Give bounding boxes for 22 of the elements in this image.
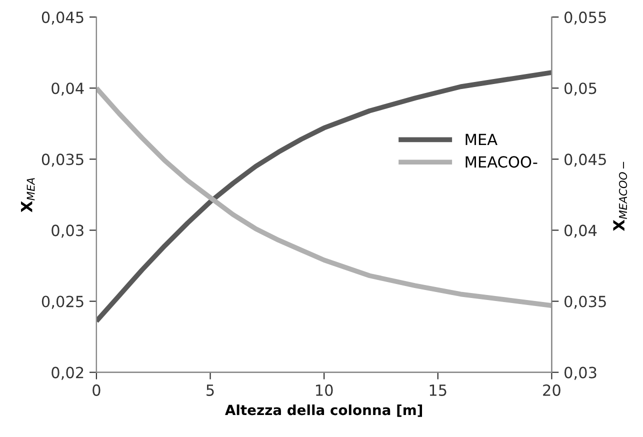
y2-tick-label: 0,05: [564, 82, 596, 96]
x-tick-label: 0: [92, 384, 100, 396]
y2-axis-title: X$_{MEACOO−}$: [613, 162, 628, 231]
y-axis-title: X$_{MEA}$: [21, 178, 35, 212]
x-tick-label: 5: [206, 384, 214, 396]
y-tick-label: 0,03: [52, 224, 84, 238]
legend-label: MEA: [466, 134, 498, 146]
y2-tick-label: 0,055: [564, 12, 606, 25]
y-tick-label: 0,04: [52, 82, 84, 96]
x-tick-label: 20: [543, 384, 560, 396]
legend-label: MEACOO-: [466, 156, 538, 168]
y-tick-label: 0,025: [42, 296, 84, 309]
y2-tick-label: 0,04: [564, 224, 597, 238]
x-tick-label: 10: [316, 384, 333, 396]
y2-tick-label: 0,03: [564, 366, 596, 380]
y2-tick-label: 0,035: [564, 296, 606, 309]
x-tick-label: 15: [430, 384, 446, 396]
y-tick-label: 0,045: [42, 12, 84, 25]
y2-tick-label: 0,045: [564, 154, 606, 167]
x-axis-title: Altezza della colonna [m]: [225, 404, 422, 417]
y-tick-label: 0,02: [52, 366, 84, 380]
y-tick-label: 0,035: [42, 154, 84, 167]
